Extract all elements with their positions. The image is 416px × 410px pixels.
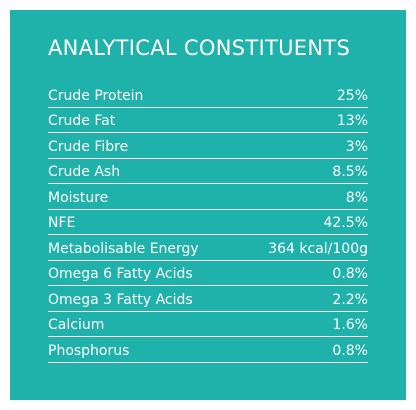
row-value: 1.6% [332, 317, 368, 333]
row-label: Calcium [48, 317, 105, 333]
row-value: 3% [345, 138, 368, 155]
table-row: Crude Fat 13% [48, 108, 368, 133]
title: ANALYTICAL CONSTITUENTS [48, 36, 351, 60]
table-row: Calcium 1.6% [48, 312, 368, 337]
row-label: Metabolisable Energy [48, 240, 199, 257]
row-value: 364 kcal/100g [268, 240, 368, 257]
row-label: Crude Fibre [48, 138, 129, 155]
row-label: Moisture [48, 189, 109, 206]
table-row: Phosphorus 0.8% [48, 337, 368, 363]
table-row: Crude Ash 8.5% [48, 159, 368, 184]
row-value: 8% [345, 189, 368, 206]
row-value: 0.8% [332, 342, 368, 359]
table-row: Omega 3 Fatty Acids 2.2% [48, 286, 368, 312]
row-label: Omega 3 Fatty Acids [48, 291, 193, 308]
row-value: 8.5% [332, 164, 368, 180]
panel: ANALYTICAL CONSTITUENTS Crude Protein 25%… [10, 10, 406, 400]
table-row: Omega 6 Fatty Acids 0.8% [48, 261, 368, 286]
row-value: 25% [336, 87, 368, 104]
row-value: 2.2% [332, 291, 368, 308]
table-row: Crude Protein 25% [48, 82, 368, 108]
row-value: 0.8% [332, 266, 368, 282]
row-label: Crude Protein [48, 87, 144, 104]
row-label: Omega 6 Fatty Acids [48, 266, 193, 282]
table: Crude Protein 25% Crude Fat 13% Crude Fibre 3… [48, 82, 368, 363]
row-value: 42.5% [323, 215, 368, 231]
table-row: Metabolisable Energy 364 kcal/100g [48, 235, 368, 261]
row-label: NFE [48, 215, 76, 231]
table-row: Moisture 8% [48, 184, 368, 210]
table-row: Crude Fibre 3% [48, 133, 368, 159]
table-row: NFE 42.5% [48, 210, 368, 235]
row-label: Crude Ash [48, 164, 121, 180]
row-value: 13% [336, 113, 368, 129]
row-label: Phosphorus [48, 342, 130, 359]
row-label: Crude Fat [48, 113, 116, 129]
